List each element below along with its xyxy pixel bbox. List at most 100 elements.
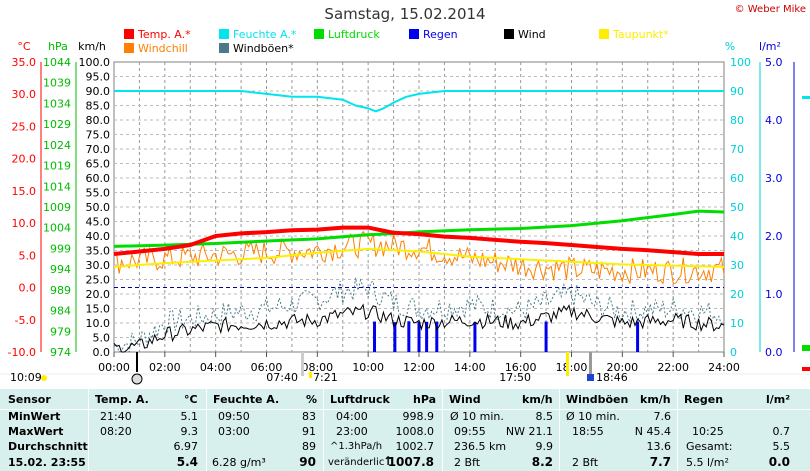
rain-bar — [425, 321, 429, 352]
press-current-value: 1007.8 — [387, 455, 434, 469]
pressure-axis-tick: 999 — [50, 242, 71, 255]
pressure-unit-label: hPa — [48, 40, 68, 53]
gust-max-value: N 45.4 — [634, 425, 671, 438]
pressure-axis-tick: 979 — [50, 325, 71, 338]
row-label: MaxWert — [8, 425, 64, 438]
series-line-windchill — [113, 230, 725, 285]
humidity-axis-tick: 30 — [730, 259, 744, 272]
rain-max-value: 0.7 — [772, 425, 791, 438]
temp-axis-tick: 0.0 — [19, 282, 37, 295]
header-hum: Feuchte A. — [213, 393, 280, 406]
pressure-axis-tick: 1014 — [43, 180, 71, 193]
x-tick-label: 08:00 — [301, 361, 333, 374]
rain-max-time: 10:25 — [692, 425, 724, 438]
moon-icon — [131, 373, 143, 385]
temp-axis-tick: -10.0 — [8, 346, 36, 359]
header-press-unit: hPa — [413, 393, 437, 406]
rain-bar — [373, 321, 377, 352]
column-separator — [677, 389, 678, 471]
legend-label: Regen — [423, 28, 458, 41]
row-label: MinWert — [8, 410, 61, 423]
moonrise-icon — [587, 374, 594, 381]
wind-unit-label: km/h — [78, 40, 106, 53]
x-tick-label: 14:00 — [454, 361, 486, 374]
rain-bar — [417, 321, 421, 352]
temp-unit-label: °C — [17, 40, 31, 53]
wind-distance: 236.5 km — [454, 440, 507, 453]
rain-bar — [636, 321, 640, 352]
press-min-time: 04:00 — [336, 410, 368, 423]
series-line-feuchtea — [114, 90, 724, 113]
header-sensor: Sensor — [8, 393, 51, 406]
pressure-axis-tick: 984 — [50, 305, 71, 318]
sunrise-time: 07:40 — [266, 371, 298, 384]
humidity-axis-tick: 70 — [730, 143, 744, 156]
x-tick-label: 22:00 — [657, 361, 689, 374]
legend-label: Temp. A.* — [137, 28, 191, 41]
wind-axis-tick: 30.0 — [86, 259, 111, 272]
temp-axis-tick: -5.0 — [15, 314, 36, 327]
wind-axis-tick: 95.0 — [86, 71, 111, 84]
hum-current-value: 90 — [299, 455, 316, 469]
header-rain-unit: l/m² — [766, 393, 791, 406]
wind-avg-value: 9.9 — [535, 440, 554, 453]
legend-swatch — [314, 29, 324, 39]
rain-axis-tick: 1.0 — [765, 288, 783, 301]
wind-axis-tick: 5.0 — [93, 332, 111, 345]
pressure-axis-tick: 1004 — [43, 222, 71, 235]
press-trend: ^1.3hPa/h — [330, 441, 383, 452]
humidity-axis-tick: 100 — [730, 56, 751, 69]
pressure-axis-tick: 1019 — [43, 160, 71, 173]
rain-total-value: 5.5 — [772, 440, 791, 453]
rain-bar — [473, 322, 477, 352]
press-avg-value: 1002.7 — [395, 440, 435, 453]
hum-min-time: 09:50 — [218, 410, 250, 423]
legend-swatch — [124, 43, 134, 53]
press-forecast: veränderlich — [328, 457, 384, 468]
rain-total-label: Gesamt: — [686, 440, 733, 453]
wind-axis-tick: 25.0 — [86, 274, 111, 287]
legend-swatch — [599, 29, 609, 39]
press-up-arrow-icon: ↑ — [383, 454, 394, 468]
column-separator — [559, 389, 560, 471]
temp-axis-tick: 35.0 — [12, 56, 37, 69]
row-label: 15.02. 23:55 — [8, 456, 86, 469]
temp-avg-value: 6.97 — [173, 440, 199, 453]
gust-avg-label: Ø 10 min. — [566, 410, 620, 423]
temp-max-time: 08:20 — [100, 425, 132, 438]
header-wind: Wind — [449, 393, 481, 406]
wind-axis-tick: 75.0 — [86, 129, 111, 142]
rain-axis-tick: 3.0 — [765, 172, 783, 185]
wind-axis-tick: 85.0 — [86, 100, 111, 113]
hum-avg-value: 89 — [302, 440, 316, 453]
legend-label: Wind — [518, 28, 546, 41]
rain-axis-tick: 4.0 — [765, 114, 783, 127]
wind-axis-tick: 40.0 — [86, 230, 111, 243]
moonrise-time: 18:46 — [596, 371, 628, 384]
hum-max-time: 03:00 — [218, 425, 250, 438]
humidity-axis-tick: 10 — [730, 317, 744, 330]
row-label: Durchschnitt — [8, 440, 88, 453]
rain-bar — [544, 321, 548, 352]
header-hum-unit: % — [306, 393, 318, 406]
sun-marker-small — [309, 372, 312, 378]
humidity-axis-tick: 50 — [730, 201, 744, 214]
header-gust-unit: km/h — [640, 393, 671, 406]
legend-label: Windchill — [138, 42, 188, 55]
temp-axis-tick: 5.0 — [19, 249, 37, 262]
legend-label: Windböen* — [233, 42, 294, 55]
temp-current-value: 5.4 — [176, 455, 198, 469]
humidity-axis-tick: 90 — [730, 85, 744, 98]
press-min-value: 998.9 — [402, 410, 435, 423]
wind-axis-tick: 0.0 — [93, 346, 111, 359]
pressure-axis-tick: 1044 — [43, 56, 71, 69]
page-title: Samstag, 15.02.2014 — [324, 5, 486, 23]
header-temp-unit: °C — [184, 393, 198, 406]
gust-current-value: 7.7 — [649, 455, 671, 469]
wind-axis-tick: 10.0 — [86, 317, 111, 330]
column-separator — [442, 389, 443, 471]
temp-min-time: 21:40 — [100, 410, 132, 423]
x-tick-label: 10:00 — [352, 361, 384, 374]
series-line-taupunkt — [113, 247, 725, 268]
pressure-axis-tick: 1024 — [43, 139, 71, 152]
